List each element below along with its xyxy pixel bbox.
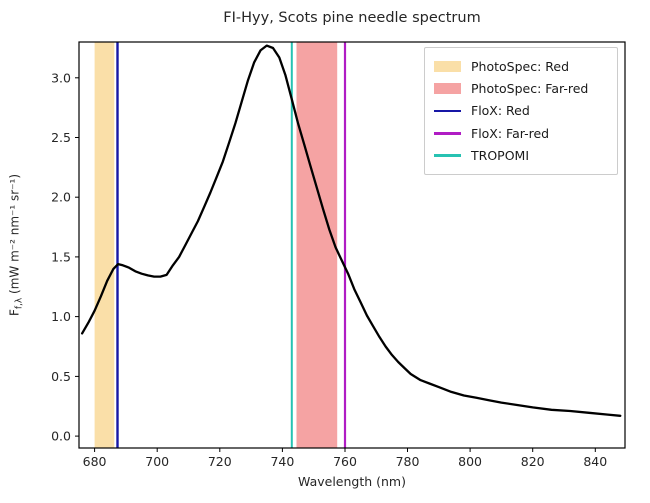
legend-item-tropomi: TROPOMI bbox=[434, 145, 607, 167]
legend: PhotoSpec: Red PhotoSpec: Far-red FloX: … bbox=[424, 47, 618, 175]
photospec-farred-swatch bbox=[434, 83, 461, 95]
x-tick-label: 760 bbox=[333, 454, 357, 469]
flox-farred-swatch bbox=[434, 132, 461, 135]
x-tick-labels: 680 700 720 740 760 780 800 820 840 bbox=[83, 448, 607, 469]
y-tick-label: 1.5 bbox=[51, 249, 71, 264]
y-tick-label: 1.0 bbox=[51, 309, 71, 324]
y-tick-label: 0.5 bbox=[51, 369, 71, 384]
legend-item-flox-red: FloX: Red bbox=[434, 100, 607, 122]
legend-item-flox-farred: FloX: Far-red bbox=[434, 122, 607, 144]
y-axis-label: Ff,λ (mW m⁻² nm⁻¹ sr⁻¹) bbox=[7, 173, 25, 317]
x-tick-label: 840 bbox=[583, 454, 607, 469]
x-tick-label: 720 bbox=[208, 454, 232, 469]
y-tick-label: 0.0 bbox=[51, 429, 71, 444]
axes-frame bbox=[78, 41, 626, 449]
chart-title: FI-Hyy, Scots pine needle spectrum bbox=[223, 10, 481, 26]
x-tick-label: 700 bbox=[145, 454, 169, 469]
y-tick-label: 2.0 bbox=[51, 190, 71, 205]
instrument-vlines bbox=[116, 42, 347, 448]
legend-item-photospec-red: PhotoSpec: Red bbox=[434, 55, 607, 77]
x-tick-label: 820 bbox=[521, 454, 545, 469]
y-tick-label: 3.0 bbox=[51, 70, 71, 85]
flox-red-swatch bbox=[434, 109, 461, 113]
x-axis-label: Wavelength (nm) bbox=[298, 474, 406, 489]
x-tick-label: 780 bbox=[396, 454, 420, 469]
x-tick-label: 800 bbox=[458, 454, 482, 469]
legend-item-photospec-farred: PhotoSpec: Far-red bbox=[434, 77, 607, 99]
wavelength-bands bbox=[94, 42, 338, 448]
y-tick-labels: 0.0 0.5 1.0 1.5 2.0 2.5 3.0 bbox=[51, 70, 79, 444]
tropomi-swatch bbox=[434, 154, 461, 158]
y-tick-label: 2.5 bbox=[51, 130, 71, 145]
spectrum-curve bbox=[80, 44, 622, 417]
photospec-red-swatch bbox=[434, 60, 461, 72]
x-tick-label: 740 bbox=[270, 454, 294, 469]
x-tick-label: 680 bbox=[83, 454, 107, 469]
